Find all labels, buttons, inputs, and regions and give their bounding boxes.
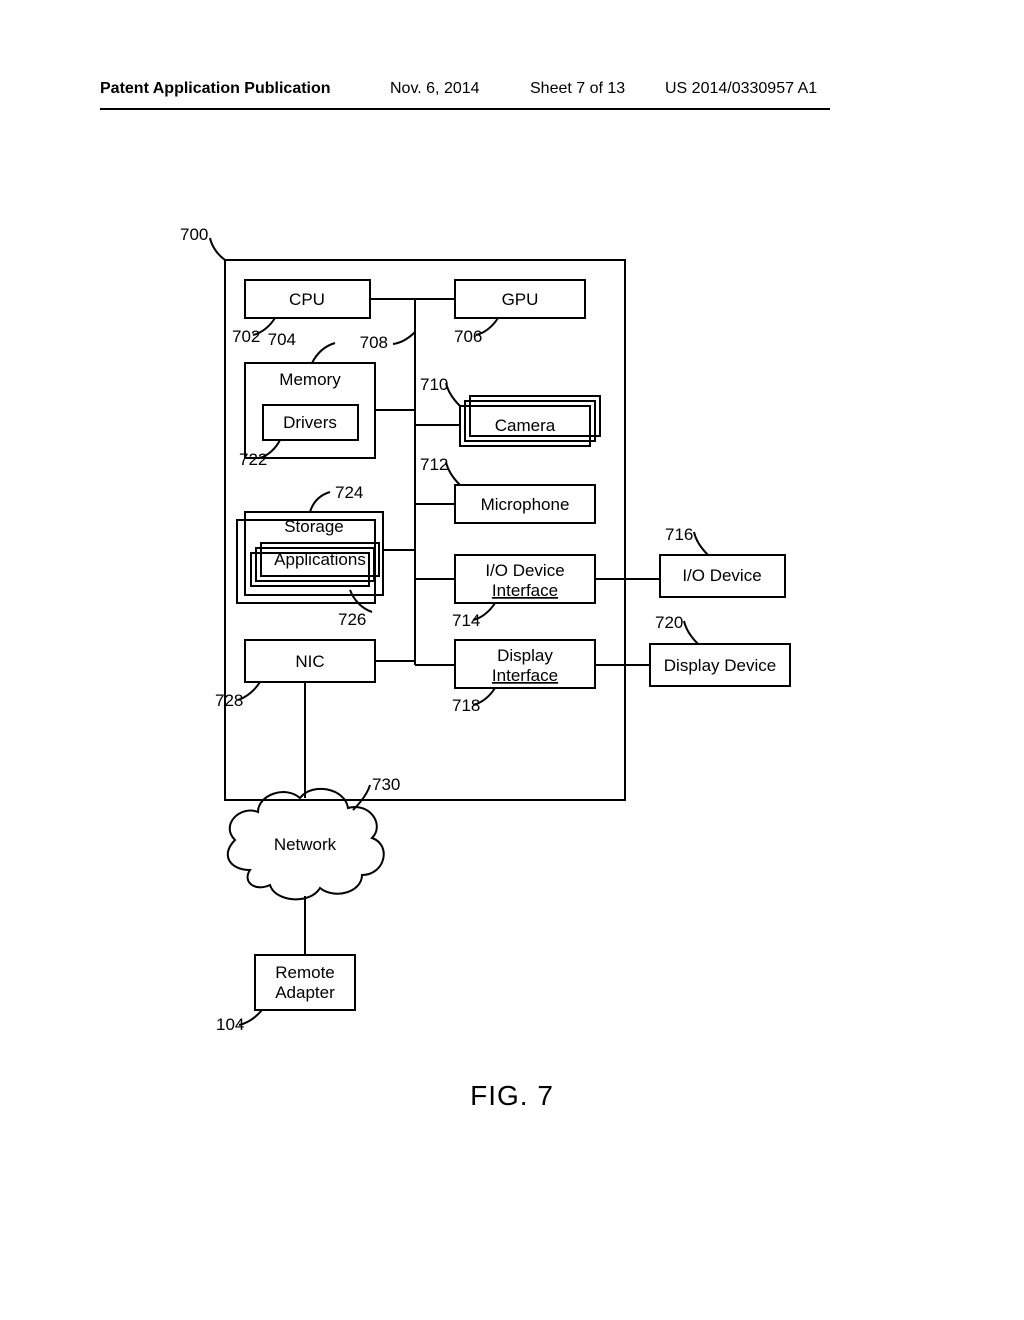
leader-716 [694, 532, 708, 555]
header-pubnum: US 2014/0330957 A1 [665, 80, 817, 98]
iodevif-label2: Interface [492, 581, 558, 600]
drivers-label: Drivers [283, 413, 337, 432]
apps-label: Applications [274, 550, 366, 569]
ref-706: 706 [454, 327, 482, 346]
header-rule [100, 108, 830, 110]
leader-700 [210, 238, 225, 260]
ref-716: 716 [665, 525, 693, 544]
ref-718: 718 [452, 696, 480, 715]
leader-708 [393, 332, 415, 344]
leader-730 [353, 785, 370, 810]
dispdev-label: Display Device [664, 656, 776, 675]
remote-label2: Adapter [275, 983, 335, 1002]
page-header: Patent Application Publication Nov. 6, 2… [0, 80, 1024, 110]
header-sheet: Sheet 7 of 13 [530, 80, 625, 98]
leader-726 [350, 590, 372, 612]
ref-730: 730 [372, 775, 400, 794]
figure-label: FIG. 7 [0, 1080, 1024, 1112]
nic-label: NIC [295, 652, 324, 671]
leader-724 [310, 492, 330, 512]
ref-722: 722 [239, 450, 267, 469]
cpu-label: CPU [289, 290, 325, 309]
ref-724: 724 [335, 483, 363, 502]
ref-710: 710 [420, 375, 448, 394]
ref-728: 728 [215, 691, 243, 710]
ref-104: 104 [216, 1015, 244, 1034]
page: Patent Application Publication Nov. 6, 2… [0, 0, 1024, 1320]
ref-708: 708 [360, 333, 388, 352]
ref-714: 714 [452, 611, 480, 630]
camera-label: Camera [495, 416, 556, 435]
ref-720: 720 [655, 613, 683, 632]
dispif-label2: Interface [492, 666, 558, 685]
header-publication: Patent Application Publication [100, 80, 331, 98]
leader-704 [312, 343, 335, 363]
dispif-label1: Display [497, 646, 553, 665]
storage-label: Storage [284, 517, 344, 536]
leader-720 [684, 621, 698, 644]
remote-label1: Remote [275, 963, 335, 982]
ref-712: 712 [420, 455, 448, 474]
gpu-label: GPU [502, 290, 539, 309]
microphone-label: Microphone [481, 495, 570, 514]
ref-702: 702 [232, 327, 260, 346]
block-diagram: CPU GPU Memory Drivers Storage Applicati… [0, 220, 1024, 1060]
header-date: Nov. 6, 2014 [390, 80, 480, 98]
iodevif-label1: I/O Device [485, 561, 564, 580]
iodev-label: I/O Device [682, 566, 761, 585]
diagram-wrap: CPU GPU Memory Drivers Storage Applicati… [0, 220, 1024, 1065]
ref-726: 726 [338, 610, 366, 629]
ref-700: 700 [180, 225, 208, 244]
network-label: Network [274, 835, 337, 854]
memory-label: Memory [279, 370, 341, 389]
ref-704: 704 [268, 330, 296, 349]
